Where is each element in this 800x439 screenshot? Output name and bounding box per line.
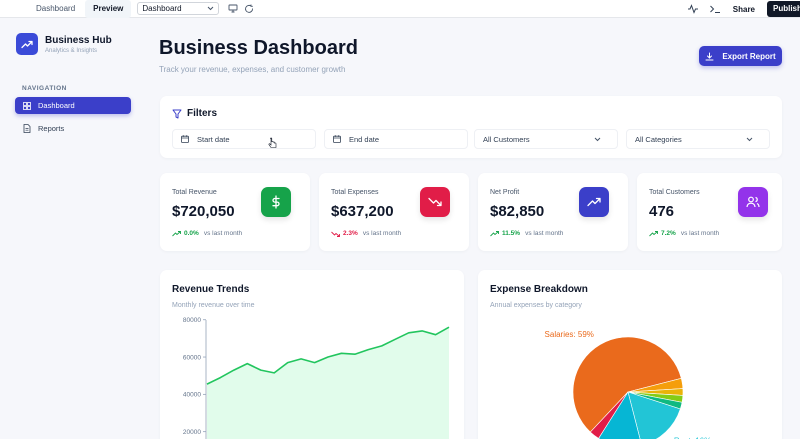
card-title: Expense Breakdown: [490, 284, 588, 295]
stat-label: Total Expenses: [331, 189, 379, 196]
tab-dashboard[interactable]: Dashboard: [36, 3, 76, 13]
stat-card-expenses: Total Expenses $637,200 2.3% vs last mon…: [319, 173, 469, 251]
page-title: Business Dashboard: [159, 37, 358, 59]
stat-value: $82,850: [490, 203, 545, 220]
publish-button[interactable]: Publish: [767, 1, 800, 17]
share-button[interactable]: Share: [732, 4, 755, 14]
revenue-trends-card: Revenue Trends Monthly revenue over time…: [160, 270, 464, 439]
stat-change-vs: vs last month: [362, 230, 402, 237]
filters-title: Filters: [172, 108, 217, 119]
activity-icon[interactable]: [687, 3, 699, 15]
pie-slice[interactable]: [627, 391, 681, 439]
filter-icon: [172, 109, 182, 118]
users-icon: [738, 187, 768, 217]
export-report-label: Export Report: [722, 51, 776, 61]
stat-change-vs: vs last month: [203, 230, 243, 237]
chevron-down-icon: [594, 137, 601, 141]
export-report-button[interactable]: Export Report: [699, 46, 782, 66]
area-fill: [207, 327, 449, 439]
stat-change-pct: 7.2%: [661, 230, 676, 237]
stat-change: 0.0% vs last month: [172, 230, 242, 237]
stat-change-pct: 11.5%: [502, 230, 521, 237]
chevron-down-icon: [207, 4, 214, 13]
stat-label: Total Customers: [649, 189, 700, 196]
trend-up-icon: [649, 230, 658, 236]
stat-card-revenue: Total Revenue $720,050 0.0% vs last mont…: [160, 173, 310, 251]
pie-slice[interactable]: [572, 336, 682, 433]
top-bar: Dashboard Preview Dashboard Share Publis…: [0, 0, 800, 18]
trend-up-logo-icon: [16, 33, 38, 55]
stat-value: 476: [649, 203, 675, 220]
trend-up-icon: [579, 187, 609, 217]
trend-up-icon: [172, 230, 181, 236]
filters-title-text: Filters: [187, 108, 218, 119]
sidebar-item-reports[interactable]: Reports: [15, 120, 131, 137]
terminal-icon[interactable]: [709, 3, 721, 15]
card-subtitle: Annual expenses by category: [490, 302, 582, 309]
trend-down-icon: [420, 187, 450, 217]
expense-pie-chart: Salaries: 59%Rent: 16%Miscellaneous: 3%: [545, 330, 711, 439]
brand-subtitle: Analytics & Insights: [45, 47, 98, 54]
refresh-icon[interactable]: [243, 3, 255, 15]
sidebar-item-label: Dashboard: [38, 101, 75, 110]
stat-change-vs: vs last month: [680, 230, 720, 237]
y-tick-label: 60000: [183, 354, 201, 361]
brand-title: Business Hub: [45, 34, 112, 46]
card-subtitle: Monthly revenue over time: [172, 302, 255, 309]
document-icon: [23, 124, 31, 133]
revenue-area-chart: 80000 60000 40000 20000: [183, 317, 450, 439]
stat-change: 11.5% vs last month: [490, 230, 563, 237]
categories-select-value: All Categories: [635, 134, 682, 144]
customers-select-value: All Customers: [483, 134, 530, 144]
trend-up-icon: [490, 230, 499, 236]
dollar-icon: [261, 187, 291, 217]
start-date-placeholder: Start date: [197, 134, 230, 144]
chevron-down-icon: [746, 137, 753, 141]
stat-label: Total Revenue: [172, 189, 217, 196]
sidebar-item-dashboard[interactable]: Dashboard: [15, 97, 131, 114]
y-tick-label: 40000: [183, 392, 201, 399]
stat-card-customers: Total Customers 476 7.2% vs last month: [637, 173, 782, 251]
calendar-icon: [181, 135, 189, 143]
y-tick-label: 20000: [183, 429, 201, 436]
mouse-cursor-icon: [268, 137, 277, 148]
categories-select[interactable]: All Categories: [626, 129, 770, 149]
grid-icon: [23, 101, 31, 110]
tab-preview[interactable]: Preview: [85, 0, 132, 18]
stat-card-profit: Net Profit $82,850 11.5% vs last month: [478, 173, 628, 251]
stat-change-pct: 0.0%: [184, 230, 199, 237]
page-select-value: Dashboard: [142, 4, 182, 13]
expense-breakdown-card: Expense Breakdown Annual expenses by cat…: [478, 270, 782, 439]
pie-slice[interactable]: [589, 391, 629, 439]
brand: Business Hub Analytics & Insights: [16, 33, 112, 55]
end-date-input[interactable]: End date: [324, 129, 468, 149]
download-icon: [705, 52, 714, 60]
stat-value: $720,050: [172, 203, 235, 220]
stat-value: $637,200: [331, 203, 394, 220]
pie-label: Salaries: 59%: [545, 330, 594, 339]
stat-change-pct: 2.3%: [343, 230, 358, 237]
page-select[interactable]: Dashboard: [137, 2, 220, 15]
y-tick-label: 80000: [183, 317, 201, 324]
stat-change-vs: vs last month: [525, 230, 564, 237]
sidebar-item-label: Reports: [38, 124, 65, 133]
filters-card: Filters Start date End date All Customer…: [160, 96, 782, 158]
start-date-input[interactable]: Start date: [172, 129, 316, 149]
monitor-icon[interactable]: [227, 3, 239, 15]
stat-change: 7.2% vs last month: [649, 230, 719, 237]
pie-label: Rent: 16%: [674, 436, 711, 439]
card-title: Revenue Trends: [172, 284, 250, 295]
stat-change: 2.3% vs last month: [331, 230, 401, 237]
page-subtitle: Track your revenue, expenses, and custom…: [159, 65, 346, 74]
end-date-placeholder: End date: [349, 134, 380, 144]
nav-heading: NAVIGATION: [22, 85, 67, 92]
stat-label: Net Profit: [490, 189, 520, 196]
trend-down-icon: [331, 231, 340, 237]
calendar-icon: [333, 135, 341, 143]
customers-select[interactable]: All Customers: [474, 129, 618, 149]
sidebar: Business Hub Analytics & Insights NAVIGA…: [0, 18, 140, 439]
